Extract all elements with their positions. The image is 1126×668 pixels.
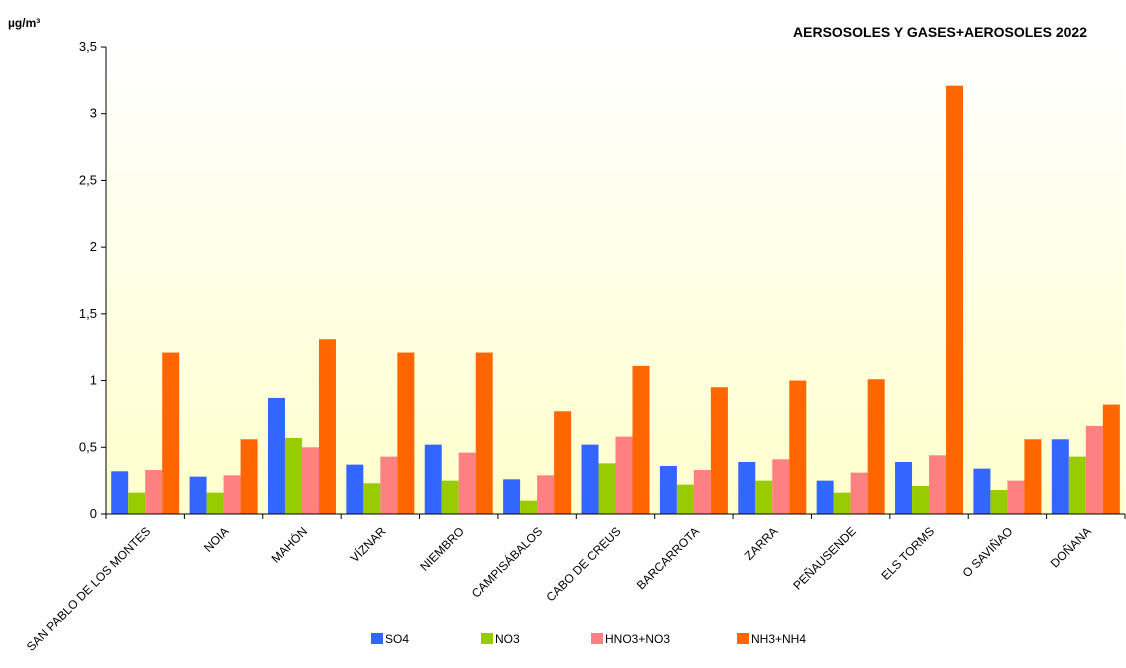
bar-nh3-nh4-8 bbox=[789, 380, 807, 514]
legend-swatch-nh3-nh4 bbox=[737, 633, 749, 644]
bar-hno3-no3-12 bbox=[1085, 425, 1103, 514]
bar-no3-8 bbox=[755, 480, 773, 514]
bar-nh3-nh4-1 bbox=[240, 439, 258, 514]
bar-so4-5 bbox=[503, 479, 521, 514]
bar-so4-2 bbox=[267, 397, 285, 514]
bar-so4-0 bbox=[111, 471, 129, 514]
bar-so4-1 bbox=[189, 476, 207, 514]
legend-label: SO4 bbox=[385, 632, 409, 646]
bar-hno3-no3-8 bbox=[772, 459, 790, 514]
bar-no3-5 bbox=[520, 500, 538, 514]
bar-nh3-nh4-10 bbox=[946, 85, 964, 515]
bar-nh3-nh4-2 bbox=[318, 339, 336, 514]
x-tick-label: PEÑAUSENDE bbox=[790, 524, 858, 592]
bar-so4-10 bbox=[895, 461, 913, 514]
bar-so4-11 bbox=[973, 468, 991, 514]
bar-no3-1 bbox=[206, 492, 224, 514]
bar-hno3-no3-2 bbox=[301, 447, 319, 514]
legend-swatch-hno3-no3 bbox=[591, 633, 603, 644]
bar-hno3-no3-7 bbox=[693, 469, 711, 514]
x-tick-label: NIEMBRO bbox=[417, 524, 467, 574]
bar-hno3-no3-11 bbox=[1007, 480, 1025, 514]
x-tick-label: MAHÓN bbox=[268, 524, 310, 566]
y-tick-label: 3,5 bbox=[79, 39, 97, 54]
bar-hno3-no3-5 bbox=[537, 475, 555, 514]
x-tick-label: CABO DE CREUS bbox=[543, 524, 623, 604]
y-tick-label: 0 bbox=[90, 506, 97, 521]
bar-nh3-nh4-4 bbox=[475, 352, 493, 514]
legend-label: NH3+NH4 bbox=[751, 632, 806, 646]
bar-no3-7 bbox=[676, 484, 694, 514]
bar-nh3-nh4-5 bbox=[554, 411, 572, 514]
bar-so4-7 bbox=[659, 465, 677, 514]
x-tick-label: ZARRA bbox=[742, 524, 781, 563]
bar-nh3-nh4-3 bbox=[397, 352, 415, 514]
y-tick-label: 1 bbox=[90, 373, 97, 388]
bar-hno3-no3-1 bbox=[223, 475, 241, 514]
bar-so4-3 bbox=[346, 464, 364, 514]
bar-no3-6 bbox=[598, 463, 616, 514]
x-tick-label: O SAVIÑAO bbox=[960, 524, 1016, 580]
bar-hno3-no3-0 bbox=[145, 469, 163, 514]
bar-hno3-no3-3 bbox=[380, 456, 398, 514]
bar-no3-2 bbox=[284, 437, 302, 514]
legend-label: NO3 bbox=[495, 632, 520, 646]
legend-swatch-no3 bbox=[481, 633, 493, 644]
bar-hno3-no3-9 bbox=[850, 472, 868, 514]
bar-so4-4 bbox=[424, 444, 442, 514]
bar-nh3-nh4-6 bbox=[632, 365, 650, 514]
bar-no3-10 bbox=[912, 485, 930, 514]
bar-so4-8 bbox=[738, 461, 756, 514]
bar-nh3-nh4-11 bbox=[1024, 439, 1042, 514]
legend-label: HNO3+NO3 bbox=[605, 632, 670, 646]
y-axis-unit-label: µg/m³ bbox=[8, 16, 40, 30]
bar-hno3-no3-6 bbox=[615, 436, 633, 514]
x-tick-label: VÍZNAR bbox=[347, 523, 389, 565]
x-tick-label: SAN PABLO DE LOS MONTES bbox=[24, 524, 154, 654]
legend: SO4 NO3 HNO3+NO3 NH3+NH4 bbox=[371, 632, 806, 646]
bar-so4-6 bbox=[581, 444, 599, 514]
y-tick-label: 2,5 bbox=[79, 172, 97, 187]
bar-no3-9 bbox=[833, 492, 851, 514]
x-tick-label: DOÑANA bbox=[1048, 524, 1094, 570]
y-tick-label: 3 bbox=[90, 106, 97, 121]
bar-nh3-nh4-7 bbox=[710, 387, 728, 514]
bar-so4-12 bbox=[1051, 439, 1069, 514]
y-tick-label: 1,5 bbox=[79, 306, 97, 321]
bar-no3-0 bbox=[128, 492, 146, 514]
x-tick-label: BARCARROTA bbox=[634, 524, 702, 592]
bar-nh3-nh4-12 bbox=[1102, 404, 1120, 514]
legend-swatch-so4 bbox=[371, 633, 383, 644]
bar-no3-4 bbox=[441, 480, 459, 514]
y-tick-label: 2 bbox=[90, 239, 97, 254]
bar-nh3-nh4-9 bbox=[867, 379, 885, 514]
x-tick-label: ELS TORMS bbox=[879, 524, 938, 583]
chart-title: AERSOSOLES Y GASES+AEROSOLES 2022 bbox=[793, 24, 1087, 40]
x-tick-label: CAMPISÁBALOS bbox=[468, 524, 545, 601]
x-tick-label: NOIA bbox=[201, 524, 232, 555]
bar-no3-3 bbox=[363, 483, 381, 514]
bar-hno3-no3-4 bbox=[458, 452, 476, 514]
bar-no3-11 bbox=[990, 489, 1008, 514]
bars-group bbox=[111, 85, 1120, 515]
bar-nh3-nh4-0 bbox=[162, 352, 180, 514]
bar-so4-9 bbox=[816, 480, 834, 514]
bar-no3-12 bbox=[1068, 456, 1086, 514]
y-tick-label: 0,5 bbox=[79, 439, 97, 454]
bar-hno3-no3-10 bbox=[929, 455, 947, 514]
